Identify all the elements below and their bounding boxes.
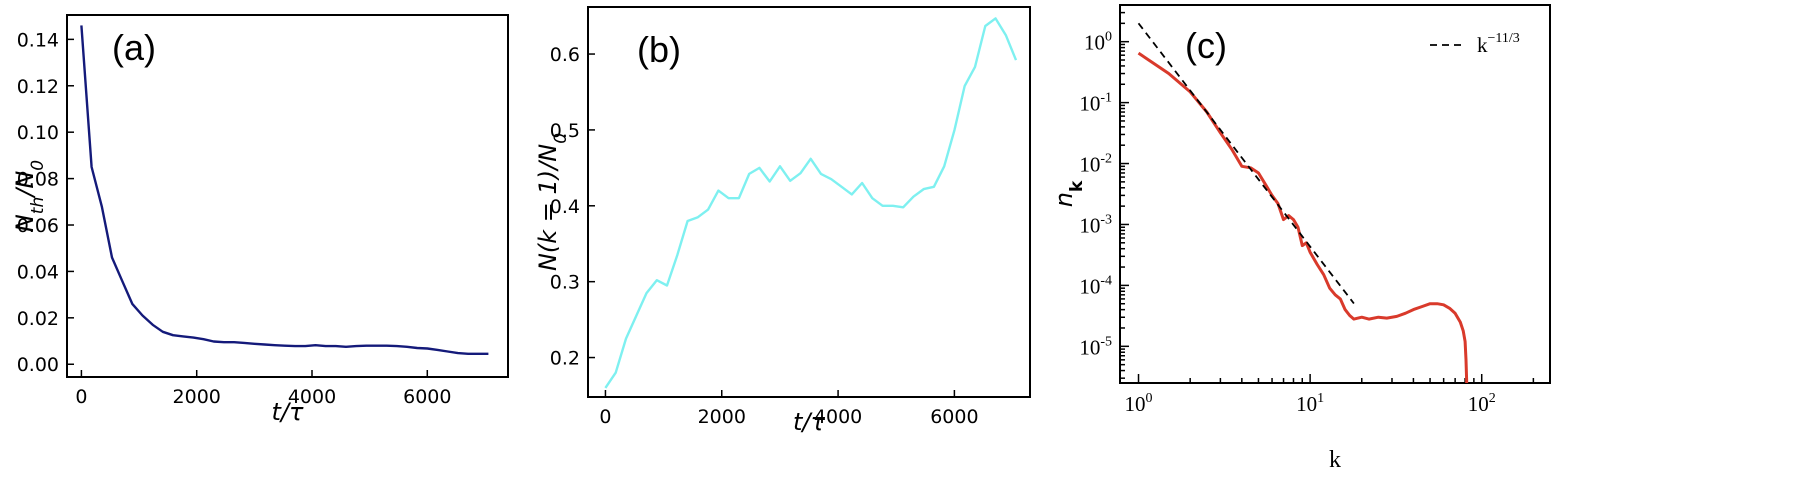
- y-tick-label: 0.14: [17, 29, 59, 51]
- panel-label: (c): [1185, 25, 1227, 66]
- x-tick-label: 100: [1125, 391, 1153, 416]
- panel-label: (b): [637, 29, 681, 70]
- x-axis-label: t/τ: [272, 398, 304, 426]
- y-tick-label: 0.06: [17, 215, 59, 237]
- y-tick-label: 0.3: [550, 272, 580, 294]
- y-tick-label: 10-3: [1079, 212, 1112, 237]
- y-axis-label: nk: [1050, 180, 1087, 207]
- panel-b: 0 2000 4000 6000 0.2 0.3 0.4 0.5 0.6 (b) t/τ N(k = …: [534, 6, 1031, 436]
- y-tick-label: 100: [1084, 30, 1112, 55]
- y-tick-label: 0.00: [17, 354, 59, 376]
- y-tick-label: 0.08: [17, 169, 59, 191]
- axes-frame: [66, 14, 509, 378]
- x-tick-label: 2000: [698, 406, 746, 428]
- axes-frame: [587, 6, 1031, 398]
- y-tick-label: 0.5: [550, 120, 580, 142]
- panel-label: (a): [112, 27, 156, 68]
- x-axis-label: k: [1329, 447, 1341, 473]
- y-tick-label: 10-1: [1079, 91, 1112, 116]
- series-line: [604, 17, 1018, 389]
- x-tick-label: 0: [75, 386, 87, 408]
- series-line: [80, 25, 489, 355]
- y-tick-label: 10-4: [1079, 273, 1112, 298]
- x-tick-label: 4000: [288, 386, 336, 408]
- y-tick-label: 0.4: [550, 196, 580, 218]
- y-tick-label: 10-2: [1079, 152, 1112, 177]
- y-tick-label: 0.2: [550, 348, 580, 370]
- axes-frame: [1119, 4, 1551, 384]
- x-tick-label: 6000: [403, 386, 451, 408]
- legend: k−11/3: [1430, 31, 1520, 57]
- y-tick-label: 10-5: [1079, 334, 1112, 359]
- series-line: [1137, 51, 1469, 383]
- y-axis-label: Nth/N0: [11, 160, 48, 232]
- panel-c: 100 101 102 10-5 10-4 10-3 10-2 10-1 100 k−11/3 (c…: [1050, 4, 1551, 473]
- y-tick-label: 0.10: [17, 122, 59, 144]
- x-tick-label: 102: [1468, 391, 1496, 416]
- panel-a: 0 2000 4000 6000 0.00 0.02 0.04 0.06 0.08 0.10 0.1…: [11, 14, 509, 426]
- x-tick-label: 0: [599, 406, 611, 428]
- y-tick-label: 0.6: [550, 44, 580, 66]
- x-tick-label: 4000: [814, 406, 862, 428]
- x-tick-label: 6000: [930, 406, 978, 428]
- x-tick-label: 2000: [173, 386, 221, 408]
- y-tick-label: 0.12: [17, 76, 59, 98]
- y-axis-label: N(k = 1)/N0: [534, 133, 571, 271]
- y-tick-label: 0.04: [17, 261, 59, 283]
- x-tick-label: 101: [1296, 391, 1324, 416]
- y-tick-label: 0.02: [17, 308, 59, 330]
- legend-label: k−11/3: [1477, 31, 1520, 57]
- fit-line: [1137, 22, 1355, 305]
- x-axis-label: t/τ: [793, 408, 825, 436]
